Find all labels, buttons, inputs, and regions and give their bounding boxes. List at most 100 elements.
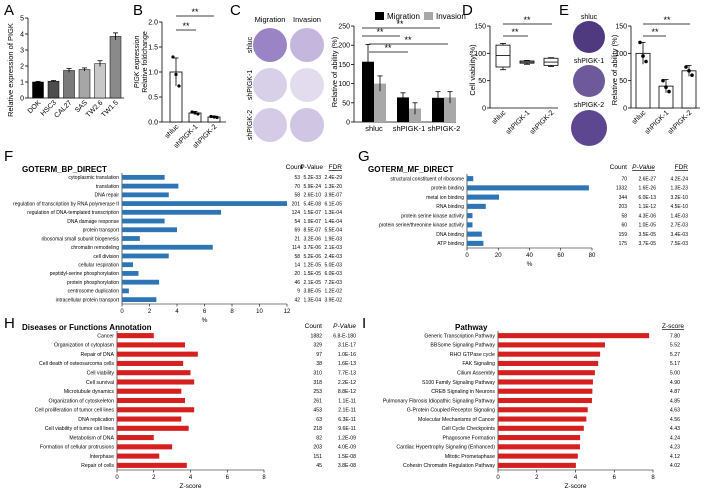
bar	[498, 333, 650, 339]
column-header: Count	[305, 323, 323, 330]
panel-i-chart: Pathway 0 2 4 6 8 Z-score Generic Transcription…	[383, 323, 685, 490]
category-label: Cell viability of tumor cell lines	[45, 426, 115, 432]
data-point	[193, 111, 197, 115]
zscore-value: 4.24	[670, 435, 680, 441]
x-axis-label: %	[527, 261, 533, 268]
data-point	[667, 89, 671, 94]
category-label: S100 Family Signaling Pathway	[422, 380, 495, 386]
category-label: Cell Cycle Checkpoints	[442, 426, 496, 432]
pvalue-value: 1.1E-12	[638, 204, 656, 210]
data-point	[171, 55, 175, 59]
pvalue-value: 5.9E-24	[303, 184, 321, 190]
x-axis-label: %	[202, 317, 208, 324]
panel-e: shluc shPIGK-1 shPIGK-2 Relative of abil…	[571, 14, 700, 146]
x-tick-label: 4	[175, 309, 179, 315]
count-value: 159	[619, 232, 628, 238]
bar	[467, 194, 500, 200]
panel-letter-a: A	[4, 2, 14, 19]
category-label: peptidyl-serine phosphorylation	[50, 271, 119, 277]
x-tick-label: 0	[465, 253, 469, 259]
count-value: 124	[292, 210, 301, 216]
bar	[117, 425, 189, 431]
well-image	[290, 68, 324, 102]
category-label: Pulmonary Fibrosis Idiopathic Signaling …	[383, 398, 496, 404]
y-tick-label: 150	[615, 24, 627, 31]
x-tick-label: 4	[189, 475, 193, 481]
panel-letter-e: E	[559, 2, 569, 19]
panel-c: Migration Invasion shluc shPIGK-1 shPIGK…	[247, 12, 466, 142]
pvalue-value: 6.8-E-180	[333, 333, 356, 339]
bar	[117, 370, 191, 376]
data-point	[690, 73, 694, 77]
count-value: 9	[297, 289, 300, 295]
fdr-value: 2.4E-29	[324, 175, 342, 181]
zscore-value: 4.63	[670, 408, 680, 414]
zscore-value: 4.02	[670, 463, 680, 469]
bar	[498, 379, 593, 385]
data-point	[661, 78, 665, 83]
legend-swatch-invasion	[424, 12, 433, 20]
zscore-value: 7.80	[670, 333, 680, 339]
bar	[122, 297, 157, 303]
bar	[467, 240, 484, 246]
fdr-value: 5.5E-04	[324, 228, 342, 234]
well-image	[253, 108, 287, 142]
pvalue-value: 4.3E-06	[638, 213, 656, 219]
fdr-value: 1.9E-03	[324, 236, 342, 242]
count-value: 310	[313, 371, 322, 377]
count-value: 38	[316, 361, 322, 367]
colony-image	[573, 21, 605, 53]
pvalue-value: 2.6E-27	[638, 176, 656, 182]
panel-e-image-label: shluc	[581, 14, 598, 21]
pvalue-value: 8.5E-07	[303, 228, 321, 234]
x-tick-label: 6	[613, 475, 617, 481]
chart-title: Diseases or Functions Annotation	[22, 323, 152, 332]
bar	[117, 462, 187, 468]
bar	[122, 218, 165, 224]
panel-letter-b: B	[133, 2, 143, 19]
bar	[498, 360, 599, 366]
count-value: 53	[294, 175, 300, 181]
x-tick-label: shluc	[164, 123, 181, 140]
panel-letter-f: F	[4, 148, 13, 165]
category-label: cytoplasmic translation	[68, 175, 119, 181]
panel-c-row-label: shPIGK-2	[247, 110, 254, 140]
category-label: Molecular Mechanisms of Cancer	[418, 417, 495, 423]
y-tick-label: 50	[619, 78, 627, 85]
category-label: Cell proliferation of tumor cell lines	[35, 408, 115, 414]
bar	[122, 279, 160, 285]
bar-invasion	[444, 97, 456, 122]
category-label: Microtubule dynamics	[64, 389, 115, 395]
x-axis-label: Z-score	[179, 483, 201, 488]
category-label: protein transport	[83, 228, 120, 234]
bar	[498, 351, 601, 357]
y-tick-label: 0	[20, 96, 24, 103]
pvalue-value: 2.1E-05	[303, 280, 321, 286]
fdr-value: 1.3E-23	[670, 186, 688, 192]
y-tick-label: 150	[474, 24, 486, 31]
y-tick-label: 0	[482, 106, 486, 113]
pvalue-value: 1.6E-26	[638, 186, 656, 192]
count-value: 201	[292, 201, 301, 207]
category-label: DNA replication	[78, 417, 114, 423]
panel-e-sig: **	[663, 15, 671, 25]
fdr-value: 1.2E-02	[324, 289, 342, 295]
count-value: 58	[294, 254, 300, 260]
x-tick-label: 0	[120, 309, 124, 315]
panel-letter-c: C	[230, 2, 241, 19]
category-label: translation	[96, 184, 119, 190]
y-tick-label: 0.5	[148, 95, 158, 102]
zscore-value: 4.12	[670, 454, 680, 460]
count-value: 45	[316, 463, 322, 469]
panel-b-ylabel-1: PIGK expression	[134, 36, 141, 89]
category-label: G-Protein Coupled Receptor Signaling	[407, 408, 495, 414]
zscore-value: 5.52	[670, 343, 680, 349]
x-tick-label: 10	[256, 309, 263, 315]
x-tick-label: 6	[203, 309, 207, 315]
count-value: 318	[313, 380, 322, 386]
pvalue-value: 3.2E-06	[303, 236, 321, 242]
count-value: 21	[294, 236, 300, 242]
fdr-value: 3.2E-10	[670, 195, 688, 201]
pvalue-value: 1.5E-08	[338, 454, 356, 460]
